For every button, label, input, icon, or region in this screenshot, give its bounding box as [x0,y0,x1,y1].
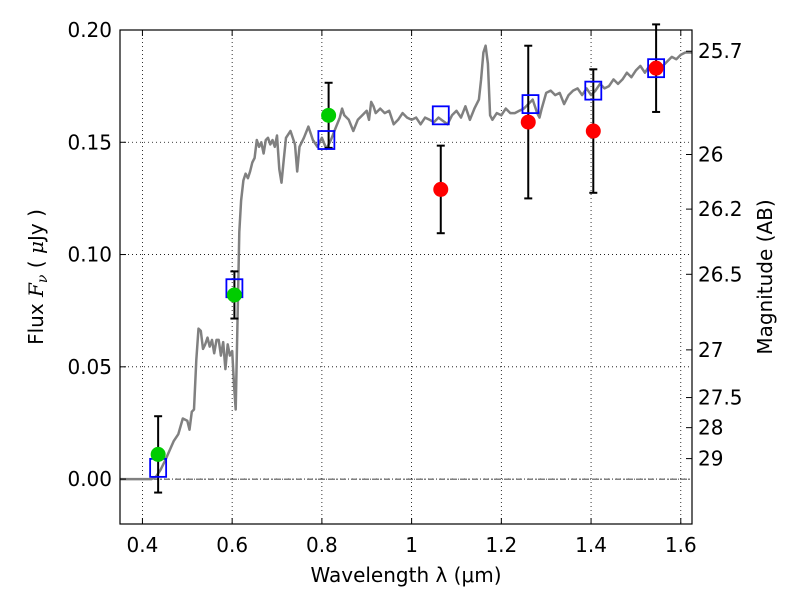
y-axis-label-suffix: Jy ) [24,209,48,243]
y-tick-label: 0.20 [67,18,112,42]
magnitude-tick-label: 29 [698,447,723,471]
x-tick-label: 1.2 [485,533,517,557]
magnitude-tick-label: 28 [698,416,723,440]
magnitude-tick-label: 25.7 [698,39,743,63]
data-point [433,181,449,197]
y-axis-label-subscript: ν [35,274,51,283]
magnitude-tick-label: 26 [698,143,723,167]
magnitude-tick-label: 26.5 [698,262,743,286]
y-tick-label: 0.15 [67,130,112,154]
data-point [648,60,664,76]
data-point [520,114,536,130]
model-photometry-box [431,105,450,126]
y-axis-label-prefix: Flux [24,297,48,345]
y-tick-label: 0.05 [67,355,112,379]
axis-ticks [120,29,692,524]
x-tick-label: 1.6 [665,533,697,557]
y-tick-label: 0.10 [67,243,112,267]
magnitude-tick-label: 26.2 [698,197,743,221]
x-axis-label: Wavelength λ (μm) [310,563,501,587]
model-photometry-boxes [149,58,666,478]
model-photometry-box [317,130,336,150]
data-point [585,123,601,139]
data-point [226,287,242,303]
magnitude-axis-label: Magnitude (AB) [753,199,777,354]
x-tick-label: 0.6 [216,533,248,557]
y-axis-label-open: ( [24,254,48,275]
y-tick-label: 0.00 [67,467,112,491]
x-tick-label: 1.4 [575,533,607,557]
data-point [150,446,166,462]
model-photometry-box [647,58,666,79]
y-axis-label-symbol: F [24,282,48,298]
data-point [321,107,337,123]
y-axis-label-mu: μ [24,241,48,254]
model-photometry-box [584,80,603,101]
x-tick-label: 0.4 [127,533,159,557]
tick-labels: 0.4 0.6 0.8 1 1.2 1.4 1.6 0.00 0.05 0.10 0.15 0.20 2… [67,18,742,557]
model-spectrum-line [120,44,692,481]
model-photometry-box [521,94,540,114]
magnitude-tick-label: 27 [698,338,723,362]
x-tick-label: 1 [405,533,418,557]
observed-points [150,60,664,462]
magnitude-tick-label: 27.5 [698,386,743,410]
plot-frame [119,29,693,525]
y-axis-label: Flux Fν ( μJy ) [24,209,51,345]
x-tick-label: 0.8 [306,533,338,557]
